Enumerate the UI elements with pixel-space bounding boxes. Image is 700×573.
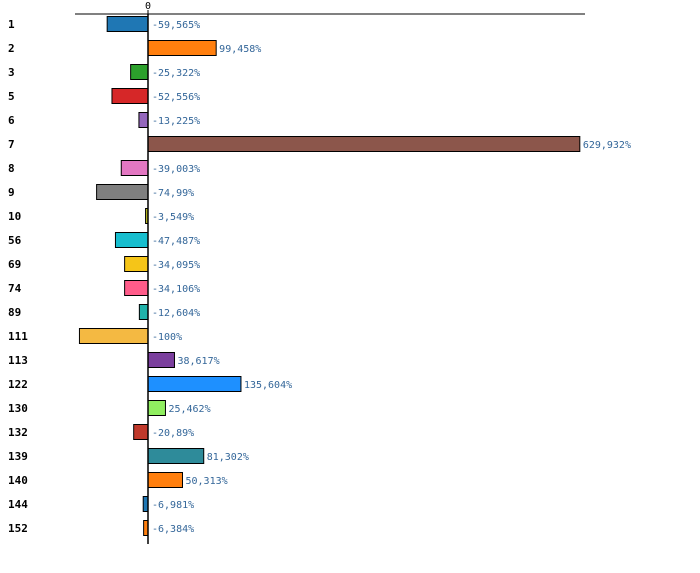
category-label: 5: [8, 90, 15, 103]
category-label: 10: [8, 210, 21, 223]
bar-8: [120, 160, 149, 176]
category-label: 132: [8, 426, 28, 439]
category-label: 69: [8, 258, 21, 271]
bar-9: [96, 184, 149, 200]
value-label: 38,617%: [177, 356, 219, 367]
value-label: -52,556%: [152, 92, 200, 103]
plot-area: 0 1 -59,565% 2 99,458% 3 -25,322% 5 -52,556% 6 -13…: [8, 1, 631, 544]
bar-132: [133, 424, 149, 440]
category-label: 7: [8, 138, 15, 151]
category-label: 56: [8, 234, 22, 247]
value-label: -12,604%: [152, 308, 200, 319]
value-label: 25,462%: [168, 404, 210, 415]
value-label: -34,106%: [152, 284, 200, 295]
value-label: 81,302%: [207, 452, 249, 463]
category-label: 89: [8, 306, 21, 319]
category-label: 6: [8, 114, 15, 127]
category-label: 9: [8, 186, 15, 199]
value-label: -74,99%: [152, 188, 194, 199]
bar-6: [138, 112, 149, 128]
value-label: -20,89%: [152, 428, 194, 439]
value-label: -3,549%: [152, 212, 194, 223]
category-label: 74: [8, 282, 22, 295]
category-label: 1: [8, 18, 15, 31]
value-label: -100%: [152, 332, 182, 343]
bar-2: [147, 40, 217, 56]
bar-111: [78, 328, 149, 344]
bar-7: [147, 136, 581, 152]
bar-69: [124, 256, 149, 272]
bar-139: [147, 448, 205, 464]
value-label: -59,565%: [152, 20, 200, 31]
value-label: 135,604%: [244, 380, 292, 391]
bar-122: [147, 376, 242, 392]
category-label: 3: [8, 66, 15, 79]
bar-74: [124, 280, 149, 296]
category-label: 8: [8, 162, 15, 175]
value-label: -47,487%: [152, 236, 200, 247]
bar-3: [130, 64, 149, 80]
value-label: -6,981%: [152, 500, 194, 511]
bar-140: [147, 472, 183, 488]
category-label: 144: [8, 498, 28, 511]
category-label: 111: [8, 330, 28, 343]
category-label: 139: [8, 450, 28, 463]
bar-89: [138, 304, 149, 320]
zero-tick-label: 0: [145, 1, 151, 12]
value-label: -25,322%: [152, 68, 200, 79]
value-label: 50,313%: [185, 476, 227, 487]
category-label: 152: [8, 522, 28, 535]
category-label: 130: [8, 402, 28, 415]
value-label: 629,932%: [583, 140, 631, 151]
category-label: 2: [8, 42, 15, 55]
value-label: 99,458%: [219, 44, 261, 55]
value-label: -13,225%: [152, 116, 200, 127]
bar-113: [147, 352, 175, 368]
bar-130: [147, 400, 166, 416]
bar-5: [111, 88, 149, 104]
category-label: 122: [8, 378, 28, 391]
bar-56: [114, 232, 149, 248]
value-label: -39,003%: [152, 164, 200, 175]
value-label: -34,095%: [152, 260, 200, 271]
category-label: 140: [8, 474, 28, 487]
category-label: 113: [8, 354, 28, 367]
bar-1: [106, 16, 149, 32]
value-label: -6,384%: [152, 524, 194, 535]
